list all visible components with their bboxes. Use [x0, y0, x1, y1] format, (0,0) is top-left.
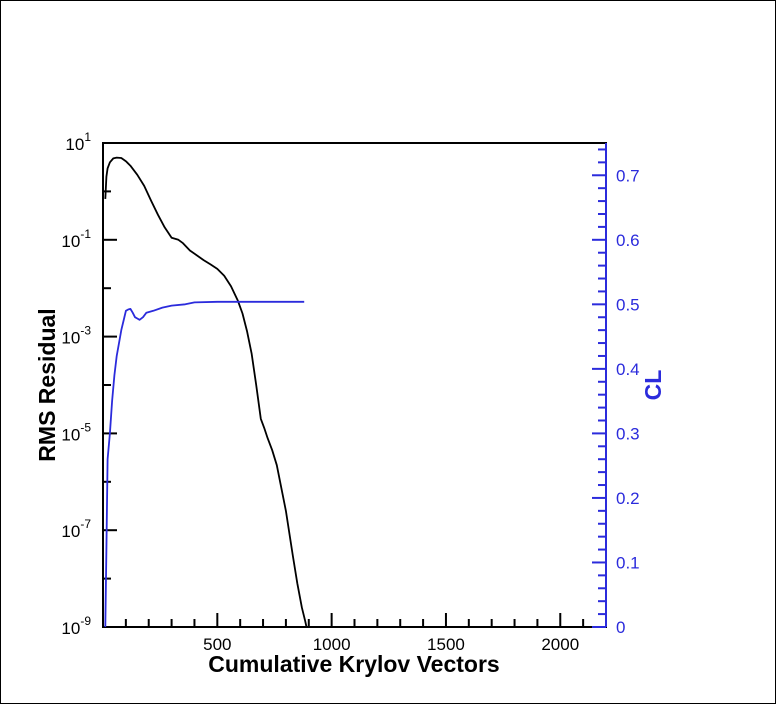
y-tick-label: 10-5: [61, 420, 91, 444]
y2-tick-label: 0: [616, 618, 625, 637]
y-tick-exponent: -5: [80, 420, 91, 434]
x-tick-label: 1500: [427, 635, 465, 654]
x-tick-label: 500: [203, 635, 231, 654]
x-tick-label: 2000: [541, 635, 579, 654]
y2-tick-label: 0.5: [616, 295, 640, 314]
y-tick-label: 101: [65, 130, 91, 154]
y-tick-label: 10-1: [61, 227, 91, 251]
y-tick-exponent: -1: [80, 227, 91, 241]
plot-area-border: [102, 142, 607, 628]
x-tick-label: 1000: [313, 635, 351, 654]
y2-axis-title: CL: [640, 370, 666, 401]
y-tick-exponent: 1: [84, 130, 91, 144]
cl-line: [104, 300, 305, 628]
y-tick-label: 10-7: [61, 517, 91, 541]
y-axis-title: RMS Residual: [34, 308, 60, 461]
y2-tick-label: 0.7: [616, 166, 640, 185]
y2-tick-label: 0.4: [616, 360, 640, 379]
y2-tick-label: 0.6: [616, 231, 640, 250]
y2-tick-label: 0.1: [616, 553, 640, 572]
x-axis-ticks: 500 1000 1500 2000: [124, 613, 585, 654]
y-tick-label: 10-3: [61, 324, 91, 348]
y-tick-exponent: -9: [80, 614, 91, 628]
y-tick-exponent: -3: [80, 324, 91, 338]
y2-tick-label: 0.3: [616, 424, 640, 443]
y-tick-label: 10-9: [61, 614, 91, 638]
rms-residual-line: [104, 156, 308, 628]
y-tick-exponent: -7: [80, 517, 91, 531]
left-axis-ticks: 101 10-1 10-3 10-5 10-7 10-9: [61, 130, 117, 638]
right-axis-ticks: 0 0.1 0.2 0.3 0.4 0.5 0.6 0.7: [592, 148, 640, 637]
series-layer: [104, 156, 308, 628]
y2-tick-label: 0.2: [616, 489, 640, 508]
x-axis-title: Cumulative Krylov Vectors: [208, 651, 499, 677]
